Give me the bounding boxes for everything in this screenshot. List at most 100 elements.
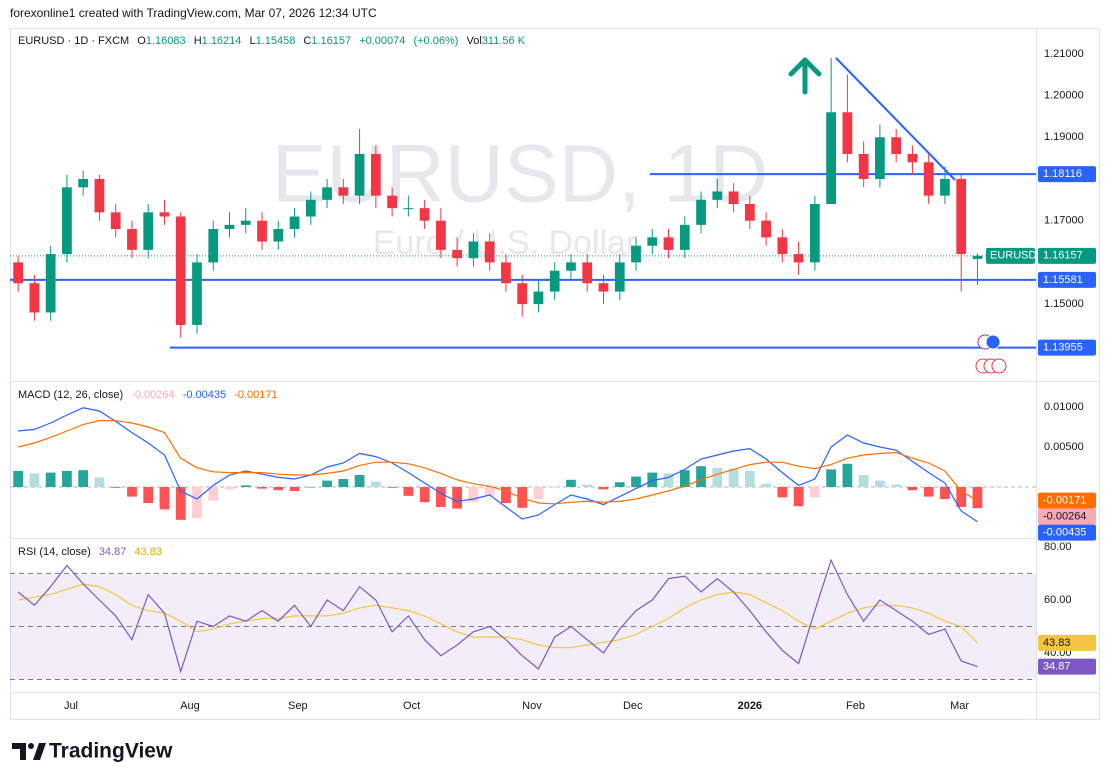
candle-body bbox=[240, 220, 251, 225]
logo-mark bbox=[12, 743, 26, 760]
histogram-bar bbox=[809, 487, 820, 498]
y-tick-label: 1.21000 bbox=[1044, 48, 1084, 60]
candle-body bbox=[663, 237, 674, 250]
histogram-bar bbox=[484, 487, 495, 496]
histogram-bar bbox=[468, 487, 479, 503]
macd-value: -0.00435 bbox=[182, 389, 227, 401]
event-icons bbox=[975, 334, 1007, 374]
candle-body bbox=[78, 178, 89, 188]
x-tick-label: Dec bbox=[623, 700, 643, 712]
histogram-bar bbox=[582, 484, 593, 487]
histogram-bar bbox=[875, 480, 885, 487]
candle-body bbox=[728, 191, 739, 204]
histogram-bar bbox=[29, 473, 40, 487]
histogram-bar bbox=[679, 470, 690, 487]
histogram-bar bbox=[192, 487, 202, 519]
candle-body bbox=[826, 112, 837, 204]
candle-body bbox=[793, 254, 804, 263]
candle-body bbox=[891, 137, 902, 154]
x-tick-label: Feb bbox=[846, 700, 865, 712]
histogram-bar bbox=[696, 466, 706, 487]
value-label-box bbox=[1038, 658, 1096, 675]
candle-body bbox=[289, 216, 300, 230]
histogram-bar bbox=[436, 487, 446, 507]
candle-body bbox=[322, 187, 332, 200]
candle-body bbox=[712, 191, 723, 200]
logo-mark bbox=[33, 743, 46, 760]
candle-body bbox=[387, 195, 397, 209]
level-label: 1.15581 bbox=[1043, 274, 1083, 286]
value-label-box bbox=[1038, 634, 1096, 651]
histogram-bar bbox=[533, 487, 544, 499]
histogram-bar bbox=[647, 472, 658, 487]
candle-body bbox=[94, 178, 105, 213]
indicator-line bbox=[18, 583, 978, 649]
brand: TradingView bbox=[49, 740, 173, 763]
candle-body bbox=[761, 220, 771, 238]
attribution: forexonline1 created with TradingView.co… bbox=[10, 6, 377, 20]
candle-body bbox=[257, 220, 267, 242]
level-label-box bbox=[1038, 271, 1096, 288]
histogram-bar bbox=[94, 477, 105, 487]
candle-body bbox=[143, 212, 154, 250]
histogram-bar bbox=[842, 463, 853, 487]
candle-body bbox=[533, 291, 544, 305]
ohlc-value: 1.16214 bbox=[201, 35, 242, 47]
logo-mark bbox=[28, 743, 34, 749]
candle-body bbox=[549, 270, 560, 292]
histogram-bar bbox=[208, 487, 219, 501]
macd-title: MACD (12, 26, close) bbox=[18, 389, 124, 401]
candle-body bbox=[842, 112, 853, 154]
candle-body bbox=[338, 187, 349, 196]
candle-body bbox=[647, 237, 658, 246]
rsi-legend: RSI (14, close) 34.87 43.83 bbox=[18, 546, 167, 558]
candle-body bbox=[582, 262, 593, 284]
rsi-ma-value: 43.83 bbox=[134, 546, 162, 558]
histogram-bar bbox=[143, 487, 154, 503]
histogram-bar bbox=[452, 487, 463, 509]
level-label: 1.18116 bbox=[1043, 168, 1082, 180]
candle-body bbox=[208, 229, 219, 263]
candle-body bbox=[452, 249, 463, 259]
histogram-bar bbox=[891, 484, 902, 487]
candle-body bbox=[127, 229, 137, 250]
ohlc-value: 1.15458 bbox=[255, 35, 296, 47]
candle-body bbox=[370, 153, 381, 196]
rsi-title: RSI (14, close) bbox=[18, 546, 91, 558]
symbol-title: EURUSD · 1D · FXCM bbox=[18, 35, 130, 47]
candle-body bbox=[517, 283, 528, 305]
y-tick-label: 1.19000 bbox=[1044, 131, 1084, 143]
candle-body bbox=[940, 178, 950, 196]
histogram-bar bbox=[501, 487, 511, 503]
symbol-label: EURUSD bbox=[990, 250, 1037, 262]
rsi-value: 34.87 bbox=[98, 546, 127, 558]
change-pct: (+0.06%) bbox=[413, 35, 459, 47]
histogram-bar bbox=[387, 487, 397, 488]
histogram-bar bbox=[370, 481, 381, 487]
candle-body bbox=[419, 208, 430, 221]
histogram-bar bbox=[663, 473, 674, 487]
candle-body bbox=[175, 216, 186, 325]
indicator-line bbox=[18, 407, 978, 523]
value-label: -0.00171 bbox=[1043, 495, 1086, 507]
histogram-bar bbox=[712, 467, 723, 487]
candle-body bbox=[468, 241, 479, 259]
level-label-box bbox=[1038, 339, 1096, 356]
histogram-bar bbox=[761, 483, 771, 487]
histogram-bar bbox=[305, 487, 316, 488]
candle-body bbox=[858, 153, 869, 179]
candle-body bbox=[631, 245, 641, 263]
level-label-box bbox=[1038, 166, 1096, 183]
histogram-bar bbox=[598, 487, 609, 490]
value-label-box bbox=[1038, 524, 1096, 541]
candle-body bbox=[696, 199, 706, 225]
value-label-box bbox=[1038, 508, 1096, 525]
candle-body bbox=[956, 178, 967, 255]
candle-body bbox=[110, 212, 121, 230]
event-icon bbox=[991, 358, 1007, 374]
logo bbox=[12, 743, 46, 760]
histogram-bar bbox=[744, 471, 755, 487]
candle-body bbox=[566, 262, 576, 271]
candle-body bbox=[744, 204, 755, 221]
